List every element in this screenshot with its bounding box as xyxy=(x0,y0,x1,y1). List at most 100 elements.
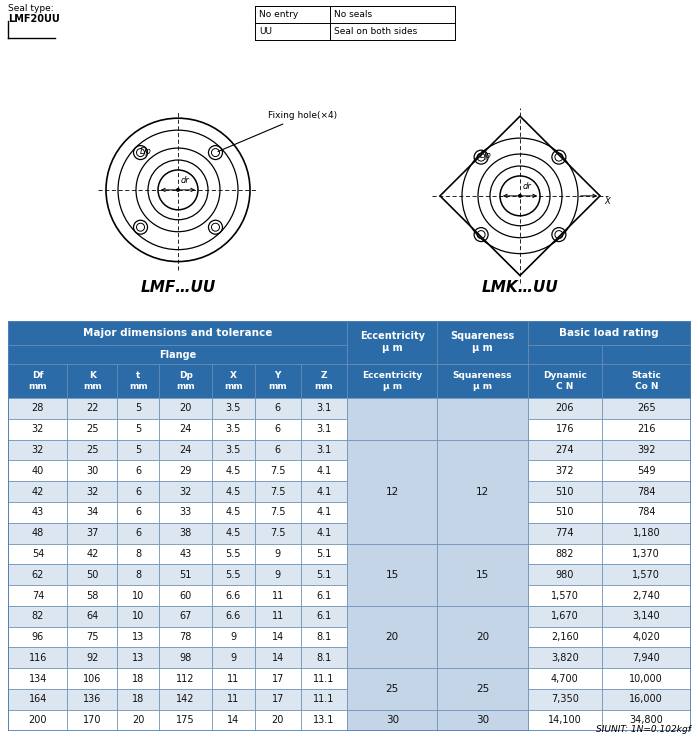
Text: 510: 510 xyxy=(556,486,574,497)
Bar xyxy=(67,419,117,440)
Text: 5: 5 xyxy=(135,404,141,413)
Bar xyxy=(602,669,691,689)
Text: 170: 170 xyxy=(83,715,101,725)
Bar xyxy=(212,710,255,731)
Bar xyxy=(117,585,159,606)
Bar xyxy=(8,565,67,585)
Bar xyxy=(255,364,301,398)
Bar xyxy=(117,523,159,544)
Bar xyxy=(117,669,159,689)
Bar xyxy=(67,606,117,627)
Text: 13: 13 xyxy=(132,653,144,663)
Bar xyxy=(301,689,347,710)
Text: 5.5: 5.5 xyxy=(226,549,241,559)
Text: 20: 20 xyxy=(476,632,489,642)
Bar xyxy=(212,523,255,544)
Text: No entry: No entry xyxy=(259,10,298,19)
Text: 37: 37 xyxy=(86,528,99,538)
Bar xyxy=(8,364,67,398)
Text: 6: 6 xyxy=(275,445,281,455)
Bar xyxy=(437,398,528,419)
Text: 4,700: 4,700 xyxy=(551,674,579,683)
Text: 11.1: 11.1 xyxy=(313,694,335,705)
Bar xyxy=(347,544,437,606)
Bar xyxy=(301,398,347,419)
Text: 38: 38 xyxy=(180,528,192,538)
Text: 40: 40 xyxy=(31,466,44,476)
Bar xyxy=(528,419,602,440)
Text: 14,100: 14,100 xyxy=(548,715,582,725)
Bar xyxy=(602,461,691,481)
Text: 200: 200 xyxy=(29,715,47,725)
Bar xyxy=(301,606,347,627)
Bar xyxy=(437,523,528,544)
Bar xyxy=(528,398,602,419)
Text: 142: 142 xyxy=(176,694,195,705)
Bar xyxy=(602,419,691,440)
Bar xyxy=(437,565,528,585)
Bar xyxy=(347,565,437,585)
Text: 4,020: 4,020 xyxy=(633,632,660,642)
Text: 24: 24 xyxy=(180,445,192,455)
Text: 14: 14 xyxy=(227,715,240,725)
Text: Basic load rating: Basic load rating xyxy=(559,328,659,338)
Text: 6: 6 xyxy=(275,404,281,413)
Bar xyxy=(67,461,117,481)
Bar xyxy=(437,440,528,544)
Text: Seal on both sides: Seal on both sides xyxy=(334,27,417,36)
Bar xyxy=(528,440,602,461)
Text: 7.5: 7.5 xyxy=(270,466,285,476)
Bar xyxy=(159,585,212,606)
Bar xyxy=(117,461,159,481)
Bar xyxy=(159,544,212,565)
Text: 3.5: 3.5 xyxy=(226,445,241,455)
Text: 5: 5 xyxy=(135,445,141,455)
Bar xyxy=(212,669,255,689)
Text: Seal type:: Seal type: xyxy=(8,4,54,13)
Bar xyxy=(437,606,528,627)
Text: 15: 15 xyxy=(476,570,489,580)
Text: 164: 164 xyxy=(29,694,47,705)
Text: 3.1: 3.1 xyxy=(317,404,331,413)
Bar xyxy=(67,627,117,647)
Text: Y
mm: Y mm xyxy=(268,371,287,391)
Bar xyxy=(528,627,602,647)
Bar xyxy=(528,647,602,669)
Bar xyxy=(8,544,67,565)
Bar xyxy=(212,606,255,627)
Bar xyxy=(437,710,528,731)
Bar xyxy=(117,481,159,502)
Bar xyxy=(117,606,159,627)
Text: 2,160: 2,160 xyxy=(551,632,579,642)
Bar xyxy=(301,585,347,606)
Bar xyxy=(347,606,437,669)
Bar xyxy=(117,419,159,440)
Text: Flange: Flange xyxy=(159,350,196,359)
Text: 8: 8 xyxy=(135,570,141,580)
Text: 67: 67 xyxy=(180,611,192,621)
Text: 30: 30 xyxy=(86,466,99,476)
Text: LMF20UU: LMF20UU xyxy=(8,14,59,24)
Text: 175: 175 xyxy=(176,715,195,725)
Text: 12: 12 xyxy=(476,486,489,497)
Bar xyxy=(602,523,691,544)
Bar xyxy=(8,502,67,523)
Bar xyxy=(301,669,347,689)
Bar xyxy=(255,398,301,419)
Text: 30: 30 xyxy=(386,715,399,725)
Text: 10,000: 10,000 xyxy=(629,674,663,683)
Text: 25: 25 xyxy=(86,445,99,455)
Bar xyxy=(347,502,437,523)
Bar xyxy=(255,565,301,585)
Text: 206: 206 xyxy=(556,404,574,413)
Text: 25: 25 xyxy=(386,684,399,694)
Text: dr: dr xyxy=(181,176,190,185)
Bar xyxy=(67,544,117,565)
Text: 13: 13 xyxy=(132,632,144,642)
Text: UU: UU xyxy=(259,27,272,36)
Text: 7.5: 7.5 xyxy=(270,508,285,517)
Text: 18: 18 xyxy=(132,694,144,705)
Text: 16,000: 16,000 xyxy=(629,694,663,705)
Bar xyxy=(602,440,691,461)
Bar xyxy=(212,627,255,647)
